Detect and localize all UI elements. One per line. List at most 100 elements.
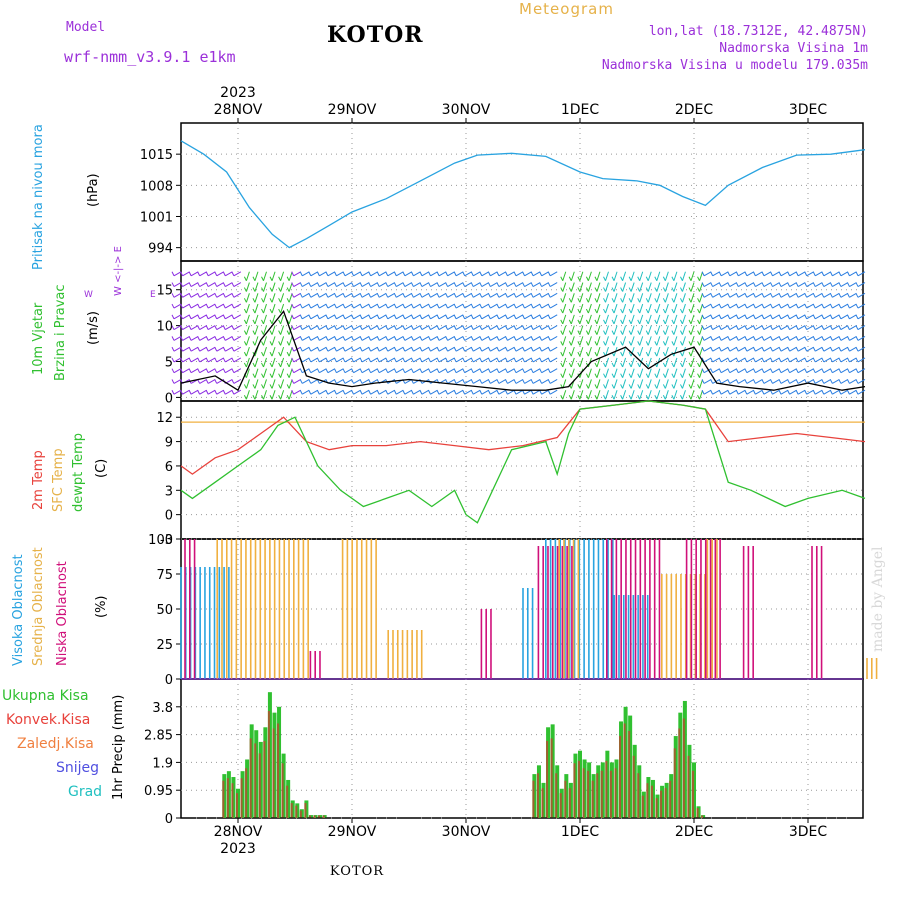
wind-barb-flag xyxy=(180,271,183,276)
wind-barb xyxy=(216,314,224,320)
wind-barb xyxy=(245,368,250,378)
wind-barb xyxy=(438,292,447,298)
wind-barb-flag xyxy=(821,336,825,341)
wind-barb xyxy=(464,271,472,277)
wind-barb xyxy=(464,325,472,331)
wind-barb-flag xyxy=(376,390,380,395)
wind-barb-flag xyxy=(654,341,658,346)
wind-barb-flag xyxy=(453,271,457,276)
wind-barb xyxy=(245,303,250,314)
wind-barb-flag xyxy=(847,368,850,373)
wind-barb xyxy=(293,368,301,374)
precip-convective-bar xyxy=(313,815,316,818)
wind-barb-flag xyxy=(752,282,756,287)
wind-barb xyxy=(541,325,549,331)
wind-barb xyxy=(190,314,199,320)
wind-barb-flag xyxy=(334,293,337,298)
wind-barb xyxy=(245,293,250,303)
wind-barb-flag xyxy=(620,395,624,400)
wind-barb xyxy=(673,346,678,357)
wind-barb xyxy=(815,282,823,287)
wind-barb xyxy=(507,292,515,298)
wind-barb-flag xyxy=(654,362,658,368)
wind-barb-flag xyxy=(770,293,773,298)
precip-convective-bar xyxy=(682,718,685,818)
wind-barb xyxy=(630,357,635,368)
wind-barb-flag xyxy=(752,303,756,309)
wind-barb-flag xyxy=(697,362,700,368)
wind-barb-flag xyxy=(487,314,491,320)
wind-barb-flag xyxy=(436,303,440,309)
wind-barb xyxy=(225,325,233,331)
wind-barb-flag xyxy=(188,325,192,330)
wind-barb xyxy=(481,389,490,395)
wind-barb xyxy=(245,390,250,400)
wind-barb-flag xyxy=(214,325,218,330)
wind-barb-flag xyxy=(214,346,218,352)
wind-barb xyxy=(549,303,558,309)
wind-barb xyxy=(797,303,806,309)
wind-barb xyxy=(849,271,857,277)
wind-barb xyxy=(857,292,866,298)
wind-barb xyxy=(780,379,789,384)
wind-barb-flag xyxy=(351,303,354,309)
wind-barb-flag xyxy=(393,271,397,276)
wind-barb xyxy=(849,346,857,352)
wind-barb xyxy=(302,335,310,341)
wind-barb-flag xyxy=(171,379,175,384)
wind-barb xyxy=(404,389,413,395)
wind-barb-flag xyxy=(205,314,209,320)
wind-barb xyxy=(293,379,301,384)
wind-barb xyxy=(280,357,285,368)
wind-barb xyxy=(182,357,190,363)
legend-ukupna: Ukupna Kisa xyxy=(2,688,89,704)
wind-barb-flag xyxy=(278,308,282,314)
wind-barb xyxy=(532,271,541,277)
wind-barb xyxy=(319,303,327,309)
wind-barb-flag xyxy=(470,325,474,330)
wind-barb xyxy=(288,368,293,378)
wind-barb xyxy=(823,325,832,331)
wind-barb xyxy=(823,335,832,341)
wind-barb xyxy=(310,325,319,331)
wind-barb-flag xyxy=(838,325,842,330)
wind-barb-flag xyxy=(445,357,449,363)
wind-barb xyxy=(849,389,857,395)
wind-barb xyxy=(319,346,327,352)
wind-barb-flag xyxy=(718,379,722,384)
wind-barb xyxy=(336,379,344,384)
wind-barb xyxy=(797,325,806,331)
wind-barb xyxy=(353,314,361,320)
wind-barb-flag xyxy=(243,384,247,389)
wind-barb-flag xyxy=(628,373,632,378)
wind-barb-flag xyxy=(804,303,808,309)
wind-barb xyxy=(755,368,763,374)
wind-barb xyxy=(336,314,344,320)
wind-barb xyxy=(630,303,635,314)
wind-barb xyxy=(656,314,661,325)
wind-barb xyxy=(438,325,447,331)
wind-barb xyxy=(549,282,558,287)
wind-barb-flag xyxy=(269,319,273,325)
wind-barb-flag xyxy=(680,341,683,346)
wind-barb xyxy=(720,389,729,395)
wind-barb xyxy=(447,389,455,395)
wind-barb-flag xyxy=(752,368,756,373)
wind-barb xyxy=(664,314,669,325)
wind-barb xyxy=(570,368,575,378)
wind-barb xyxy=(216,346,224,352)
wind-barb xyxy=(755,325,763,331)
wind-barb xyxy=(254,293,259,303)
wind-barb xyxy=(447,379,455,384)
wind-barb xyxy=(481,282,490,287)
wind-barb-flag xyxy=(603,341,606,346)
wind-barb-flag xyxy=(445,314,449,320)
wind-barb-flag xyxy=(342,346,346,352)
wind-barb xyxy=(271,282,276,292)
wind-barb xyxy=(245,357,250,368)
wind-barb xyxy=(857,357,866,363)
wind-barb-flag xyxy=(688,298,692,303)
wind-barb-flag xyxy=(197,336,201,341)
temp-label-3: dewpt Temp xyxy=(71,433,86,512)
wind-barb-flag xyxy=(727,282,731,287)
